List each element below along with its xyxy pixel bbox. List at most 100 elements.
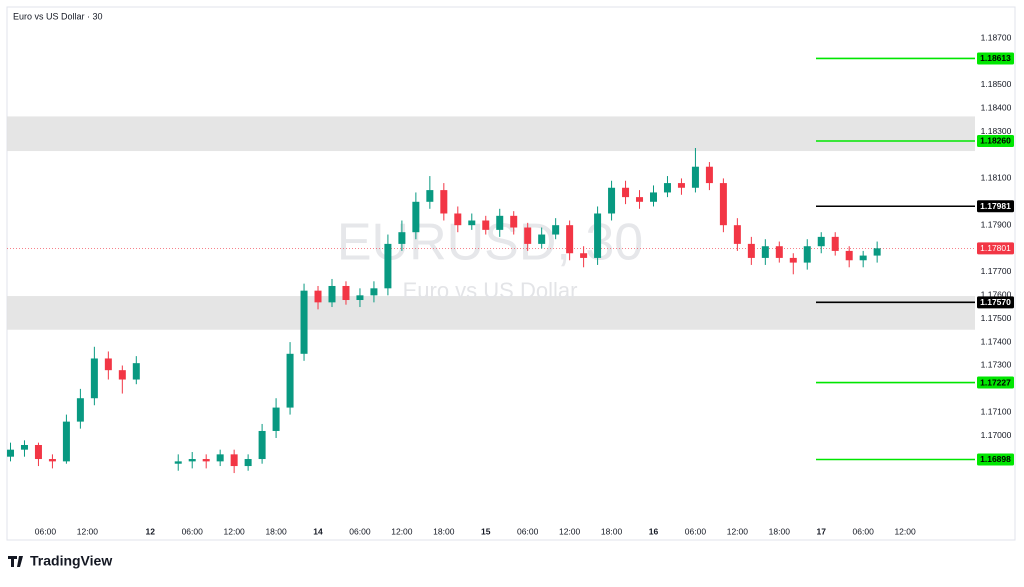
- candle-body: [20, 444, 28, 450]
- level-label-box: [977, 453, 1014, 466]
- candle-body: [510, 215, 518, 228]
- y-tick-label: 1.17100: [981, 407, 1012, 417]
- x-tick-label: 12:00: [559, 526, 581, 536]
- x-tick-label: 12: [146, 526, 156, 536]
- candle-body: [244, 459, 252, 467]
- candle-body: [34, 444, 42, 460]
- logo: TradingView: [8, 553, 112, 569]
- last-price-box: [977, 242, 1014, 255]
- x-tick-label: 12:00: [77, 526, 99, 536]
- x-tick-label: 15: [481, 526, 491, 536]
- candle-body: [649, 192, 657, 202]
- y-tick-label: 1.17300: [981, 360, 1012, 370]
- level-label: 1.16898: [980, 454, 1011, 464]
- x-tick-label: 06:00: [349, 526, 371, 536]
- x-tick-label: 06:00: [182, 526, 204, 536]
- watermark-subtitle: Euro vs US Dollar: [403, 278, 578, 303]
- zone: [7, 116, 975, 152]
- candle-body: [104, 358, 112, 371]
- candle-body: [370, 288, 378, 296]
- x-tick-label: 12:00: [894, 526, 916, 536]
- candle-body: [566, 225, 574, 254]
- y-tick-label: 1.18500: [981, 79, 1012, 89]
- level-label: 1.18260: [980, 136, 1011, 146]
- candle-body: [174, 461, 182, 464]
- y-tick-label: 1.17900: [981, 219, 1012, 229]
- candle-body: [859, 255, 867, 261]
- level-label: 1.17227: [980, 377, 1011, 387]
- candle-body: [48, 459, 56, 462]
- level-label: 1.18613: [980, 53, 1011, 63]
- candle-body: [454, 213, 462, 226]
- candle-body: [398, 232, 406, 244]
- logo-icon: [8, 556, 23, 567]
- y-tick-label: 1.18400: [981, 103, 1012, 113]
- candle-body: [314, 290, 322, 303]
- x-tick-label: 06:00: [35, 526, 57, 536]
- candle-body: [789, 257, 797, 263]
- level-label-box: [977, 296, 1014, 309]
- candle-body: [691, 166, 699, 188]
- x-tick-label: 12:00: [224, 526, 246, 536]
- candle-body: [258, 430, 266, 460]
- candle-body: [482, 220, 490, 230]
- candle-body: [747, 243, 755, 258]
- candle-body: [76, 398, 84, 422]
- candle-body: [775, 246, 783, 258]
- candle-body: [230, 454, 238, 467]
- candle-body: [831, 236, 839, 251]
- level-label-box: [977, 134, 1014, 147]
- candle-body: [384, 243, 392, 289]
- candle-body: [90, 358, 98, 399]
- y-tick-label: 1.17400: [981, 336, 1012, 346]
- x-tick-label: 12:00: [727, 526, 749, 536]
- x-tick-label: 18:00: [769, 526, 791, 536]
- level-label: 1.17981: [980, 201, 1011, 211]
- chart-frame: [6, 6, 1016, 541]
- y-tick-label: 1.17000: [981, 430, 1012, 440]
- candle-body: [118, 370, 126, 380]
- x-tick-label: 16: [649, 526, 659, 536]
- candle-body: [342, 285, 350, 301]
- level-label-box: [977, 52, 1014, 65]
- candle-body: [733, 225, 741, 244]
- candle-body: [468, 220, 476, 226]
- candle-body: [272, 407, 280, 431]
- candle-body: [873, 248, 881, 256]
- candle-body: [300, 290, 308, 354]
- candle-body: [705, 166, 713, 184]
- x-tick-label: 18:00: [265, 526, 287, 536]
- level-label-box: [977, 376, 1014, 389]
- x-tick-label: 14: [313, 526, 323, 536]
- brand: TradingView: [30, 553, 112, 569]
- candle-body: [845, 250, 853, 261]
- level-label: 1.17570: [980, 297, 1011, 307]
- x-tick-label: 18:00: [433, 526, 455, 536]
- y-tick-label: 1.18100: [981, 173, 1012, 183]
- y-tick-label: 1.18300: [981, 126, 1012, 136]
- y-tick-label: 1.18700: [981, 32, 1012, 42]
- chart-title: Euro vs US Dollar · 30: [13, 11, 103, 21]
- y-tick-label: 1.17700: [981, 266, 1012, 276]
- last-price-label: 1.17801: [980, 243, 1011, 253]
- candle-body: [761, 246, 769, 258]
- candle-body: [6, 449, 14, 457]
- candle-body: [132, 363, 140, 380]
- candle-body: [636, 197, 644, 202]
- x-tick-label: 06:00: [517, 526, 539, 536]
- candle-body: [594, 213, 602, 258]
- candle-body: [552, 225, 560, 235]
- candle-body: [216, 454, 224, 462]
- candle-body: [817, 236, 825, 247]
- x-tick-label: 06:00: [685, 526, 707, 536]
- x-tick-label: 06:00: [853, 526, 875, 536]
- level-label-box: [977, 200, 1014, 213]
- candle-body: [356, 295, 364, 301]
- candle-body: [440, 190, 448, 214]
- candle-body: [328, 285, 336, 303]
- x-tick-label: 17: [817, 526, 827, 536]
- y-tick-label: 1.17600: [981, 290, 1012, 300]
- x-tick-label: 18:00: [601, 526, 623, 536]
